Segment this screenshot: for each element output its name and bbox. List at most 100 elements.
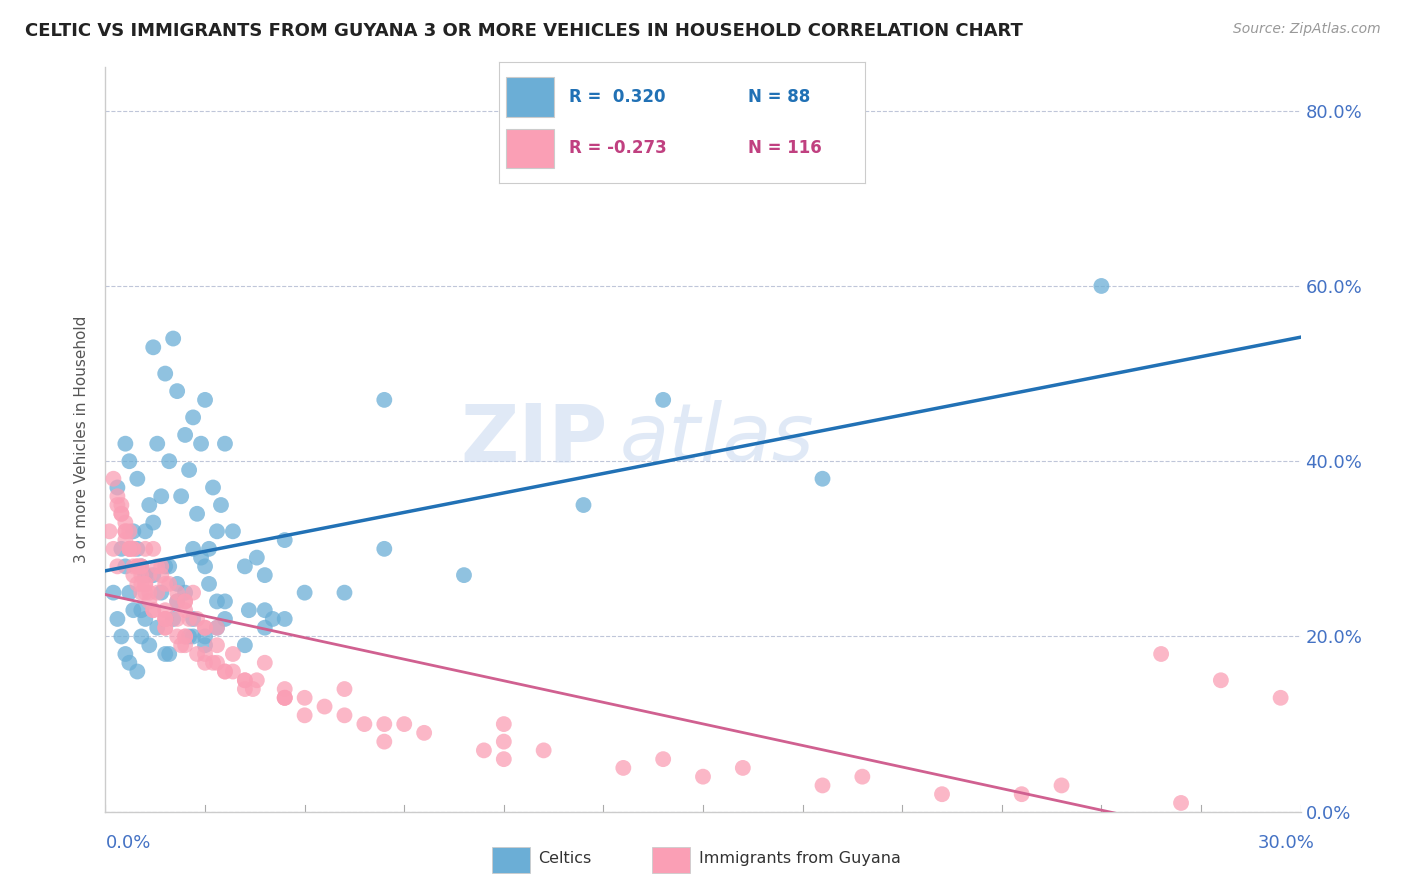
Text: Celtics: Celtics	[538, 852, 592, 866]
Point	[122, 568, 145, 582]
Point	[114, 516, 136, 530]
Point	[214, 436, 236, 450]
Point	[129, 559, 153, 574]
Y-axis label: 3 or more Vehicles in Household: 3 or more Vehicles in Household	[75, 316, 90, 563]
Point	[181, 410, 204, 425]
Point	[851, 770, 873, 784]
Point	[194, 656, 217, 670]
Point	[129, 559, 153, 574]
Point	[162, 332, 184, 346]
Point	[153, 603, 177, 617]
Point	[150, 489, 173, 503]
Text: Immigrants from Guyana: Immigrants from Guyana	[699, 852, 901, 866]
Point	[157, 559, 180, 574]
Point	[174, 428, 197, 442]
Point	[214, 594, 236, 608]
Point	[103, 472, 125, 486]
Point	[373, 717, 395, 731]
Point	[273, 690, 295, 705]
Point	[114, 436, 136, 450]
Bar	[506, 78, 554, 117]
Point	[222, 524, 245, 539]
Point	[392, 717, 416, 731]
Point	[166, 630, 188, 644]
Point	[129, 577, 153, 591]
Point	[181, 585, 204, 599]
Point	[202, 481, 225, 495]
Point	[472, 743, 495, 757]
Point	[692, 770, 714, 784]
Point	[127, 472, 149, 486]
Point	[202, 656, 225, 670]
Point	[146, 621, 169, 635]
Point	[652, 392, 675, 407]
Point	[122, 541, 145, 556]
Point	[177, 630, 201, 644]
Point	[170, 638, 193, 652]
Point	[1050, 779, 1073, 793]
Text: N = 88: N = 88	[748, 88, 810, 106]
Point	[134, 541, 156, 556]
Point	[612, 761, 634, 775]
Point	[413, 726, 436, 740]
Text: ZIP: ZIP	[460, 401, 607, 478]
Point	[333, 708, 356, 723]
Point	[110, 541, 132, 556]
Point	[731, 761, 754, 775]
Point	[166, 577, 188, 591]
Point	[103, 585, 125, 599]
Text: 30.0%: 30.0%	[1258, 834, 1315, 852]
Point	[142, 568, 165, 582]
Point	[177, 463, 201, 477]
Point	[153, 612, 177, 626]
Point	[134, 585, 156, 599]
Text: N = 116: N = 116	[748, 139, 821, 157]
Point	[209, 498, 232, 512]
Text: 0.0%: 0.0%	[105, 834, 150, 852]
Point	[166, 585, 188, 599]
Point	[181, 541, 204, 556]
Point	[114, 559, 136, 574]
Point	[233, 673, 256, 688]
Point	[373, 392, 395, 407]
Text: CELTIC VS IMMIGRANTS FROM GUYANA 3 OR MORE VEHICLES IN HOUSEHOLD CORRELATION CHA: CELTIC VS IMMIGRANTS FROM GUYANA 3 OR MO…	[25, 22, 1024, 40]
Point	[233, 681, 256, 696]
Point	[162, 612, 184, 626]
Point	[114, 524, 136, 539]
Point	[129, 568, 153, 582]
Point	[166, 384, 188, 398]
Point	[294, 585, 316, 599]
Point	[492, 734, 515, 748]
Point	[1090, 279, 1112, 293]
Point	[1011, 787, 1033, 801]
Point	[205, 594, 228, 608]
Point	[273, 681, 295, 696]
Point	[118, 541, 141, 556]
Point	[122, 541, 145, 556]
Point	[253, 621, 276, 635]
Point	[127, 559, 149, 574]
Point	[333, 681, 356, 696]
Point	[233, 638, 256, 652]
Point	[142, 603, 165, 617]
Point	[127, 665, 149, 679]
Point	[811, 472, 834, 486]
Point	[153, 577, 177, 591]
Point	[114, 524, 136, 539]
Point	[190, 436, 212, 450]
Point	[110, 507, 132, 521]
Point	[134, 612, 156, 626]
Point	[153, 621, 177, 635]
Point	[157, 454, 180, 468]
Point	[174, 585, 197, 599]
Point	[107, 559, 129, 574]
Point	[181, 630, 204, 644]
Point	[186, 612, 208, 626]
Point	[146, 436, 169, 450]
Point	[142, 541, 165, 556]
Point	[138, 638, 160, 652]
Point	[134, 577, 156, 591]
Point	[931, 787, 953, 801]
Point	[129, 585, 153, 599]
Point	[273, 690, 295, 705]
